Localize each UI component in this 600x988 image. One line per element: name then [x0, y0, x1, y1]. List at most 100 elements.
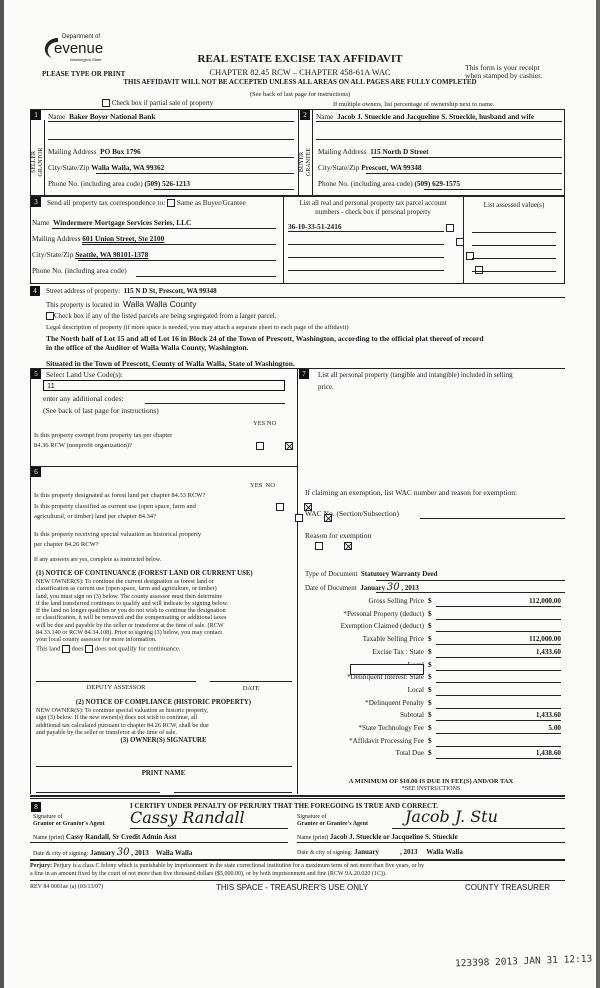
deputy-assessor-signature-line[interactable] — [36, 681, 196, 682]
personal-property-checkbox[interactable] — [465, 252, 474, 261]
dollar-sign: $ — [428, 673, 432, 682]
doc-day-value[interactable]: 30 — [386, 582, 400, 593]
personal-property-checkbox[interactable] — [455, 238, 464, 247]
tax-row-value[interactable]: 5.00 — [436, 724, 561, 734]
does-not-label: does not qualify for continuance. — [94, 645, 181, 653]
does-checkbox[interactable] — [62, 645, 70, 653]
yes-header: YES — [253, 420, 266, 427]
grantee-year[interactable]: , 2013 — [399, 848, 418, 856]
tax-row-value[interactable] — [436, 699, 561, 709]
grantee-city[interactable]: Walla Walla — [426, 848, 463, 856]
grantor-month[interactable]: January — [90, 849, 115, 857]
tax-row-value[interactable]: 1,433.60 — [436, 648, 561, 658]
tax-row-label: *Delinquent Penalty — [365, 698, 424, 707]
partial-sale-checkbox-row[interactable]: Check box if partial sale of property — [102, 99, 213, 108]
grantee-signature[interactable]: Jacob J. Stu — [405, 807, 498, 826]
additional-codes-input[interactable] — [145, 403, 285, 404]
partial-sale-checkbox[interactable] — [102, 99, 110, 108]
yes-header: YES — [250, 482, 263, 489]
exempt-no-checkbox[interactable] — [284, 441, 293, 450]
seller-mail-label: Mailing Address — [48, 147, 97, 156]
tax-row-value[interactable] — [436, 673, 561, 684]
parcel-row[interactable] — [288, 248, 444, 258]
seller-name-value[interactable]: Baker Boyer National Bank — [69, 112, 156, 121]
wac-label: WAC No. (Section/Subsection) — [305, 509, 399, 518]
grantor-city[interactable]: Walla Walla — [155, 849, 193, 857]
legal-description-line-1: The North half of Lot 15 and all of Lot … — [46, 334, 484, 343]
doc-month-value[interactable]: January — [360, 584, 386, 592]
wac-input[interactable] — [420, 518, 565, 519]
grantor-signature[interactable]: Cassy Randall — [130, 808, 245, 827]
current-use-question-1: Is this property classified as current u… — [34, 503, 196, 510]
seller-city-value[interactable]: Walla Walla, WA 99362 — [91, 163, 165, 172]
tax-row-value[interactable] — [436, 622, 561, 633]
no-header: NO — [266, 420, 277, 427]
owner-signature-title: (3) OWNER(S) SIGNATURE — [120, 737, 207, 744]
exempt-question-1: Is this property exempt from property ta… — [34, 432, 173, 439]
street-value[interactable]: 115 N D St, Prescott, WA 99348 — [123, 287, 217, 295]
forest-no-checkbox[interactable] — [304, 502, 313, 511]
grantor-name-value[interactable]: Cassy Randall, Sr Credit Admin Asst — [65, 833, 177, 841]
county-treasurer-label: COUNTY TREASURER — [465, 883, 551, 892]
assessed-value-field[interactable] — [472, 232, 556, 233]
does-not-checkbox[interactable] — [85, 645, 94, 653]
exempt-question-2: 84.36 RCW (nonprofit organization)? — [34, 442, 132, 449]
exempt-yes-checkbox[interactable] — [256, 441, 264, 450]
assessed-value-field[interactable] — [472, 258, 556, 259]
land-use-code-input[interactable]: 11 — [43, 380, 285, 391]
tax-row-value[interactable] — [436, 610, 561, 620]
reason-label: Reason for exemption — [305, 531, 372, 540]
buyer-name-value[interactable]: Jacob J. Stueckle and Jacqueline S. Stue… — [337, 112, 535, 121]
segregated-label: Check box if any of the listed parcels a… — [54, 312, 277, 320]
current-use-no-checkbox[interactable] — [324, 513, 333, 522]
dollar-sign: $ — [428, 724, 432, 732]
dor-logo: Department of evenue Washington State — [40, 28, 103, 68]
county-value[interactable]: Walla Walla County — [122, 299, 197, 309]
seller-phone-value[interactable]: (509) 526-1213 — [144, 179, 191, 188]
located-label: This property is located in — [46, 301, 120, 309]
historic-yes-checkbox[interactable] — [314, 541, 323, 550]
buyer-mail-value[interactable]: 115 North D Street — [370, 147, 429, 156]
owner-signature-line[interactable] — [36, 766, 292, 767]
grantor-year[interactable]: , 2013 — [131, 849, 149, 857]
buyer-city-value[interactable]: Prescott, WA 99348 — [361, 163, 422, 172]
historic-no-checkbox[interactable] — [343, 541, 352, 550]
seller-mail-value[interactable]: PO Box 1796 — [100, 147, 141, 156]
grantor-day[interactable]: 30 — [116, 847, 130, 858]
parcel-row[interactable] — [288, 261, 444, 271]
notice-line: sign (3) below. If the new owner(s) does… — [36, 714, 198, 722]
grantee-name-value[interactable]: Jacob J. Stueckle or Jacqueline S. Stuec… — [329, 833, 458, 841]
current-use-yes-checkbox[interactable] — [295, 513, 304, 522]
forest-yes-checkbox[interactable] — [275, 502, 284, 511]
parcel-row[interactable]: 36-10-33-51-2416 — [288, 222, 444, 232]
local-jurisdiction-box[interactable] — [350, 664, 424, 675]
doc-year-value[interactable]: , 2013 — [401, 584, 419, 592]
deputy-date-line[interactable] — [210, 681, 292, 682]
street-label: Street address of property: — [46, 287, 121, 295]
assessed-value-field[interactable] — [472, 245, 556, 246]
personal-property-checkbox[interactable] — [446, 224, 454, 233]
personal-property-checkbox[interactable] — [475, 266, 484, 275]
tax-row-value[interactable]: 112,000.00 — [436, 635, 561, 646]
tax-row-value[interactable]: 1,433.60 — [436, 711, 561, 722]
doc-type-value[interactable]: Statutory Warranty Deed — [360, 570, 438, 578]
deputy-date-label: DATE — [242, 685, 260, 692]
corr-name-value[interactable]: Windermere Mortgage Services Series, LLC — [53, 218, 192, 227]
assessed-value-field[interactable] — [472, 271, 556, 272]
segregated-checkbox[interactable] — [46, 312, 54, 321]
buyer-phone-value[interactable]: (509) 629-1575 — [414, 179, 461, 188]
print-name-line[interactable] — [36, 792, 160, 793]
corr-mail-value[interactable]: 601 Union Street, Ste 2100 — [82, 234, 165, 243]
tax-row-value[interactable]: 1,438.60 — [436, 749, 561, 760]
section-2-number: 2 — [300, 110, 310, 120]
tax-row-value[interactable] — [436, 661, 561, 671]
logo-state-text: Washington State — [70, 57, 102, 62]
tax-row-value[interactable]: 112,000.00 — [436, 597, 561, 607]
print-name-line[interactable] — [174, 792, 292, 793]
parcel-row[interactable] — [288, 235, 444, 245]
same-as-buyer-checkbox[interactable] — [166, 199, 175, 208]
corr-city-value[interactable]: Seattle, WA 98101-1378 — [75, 250, 149, 259]
tax-row-value[interactable] — [436, 737, 561, 747]
grantee-month[interactable]: January — [354, 848, 379, 856]
tax-row-value[interactable] — [436, 686, 561, 696]
